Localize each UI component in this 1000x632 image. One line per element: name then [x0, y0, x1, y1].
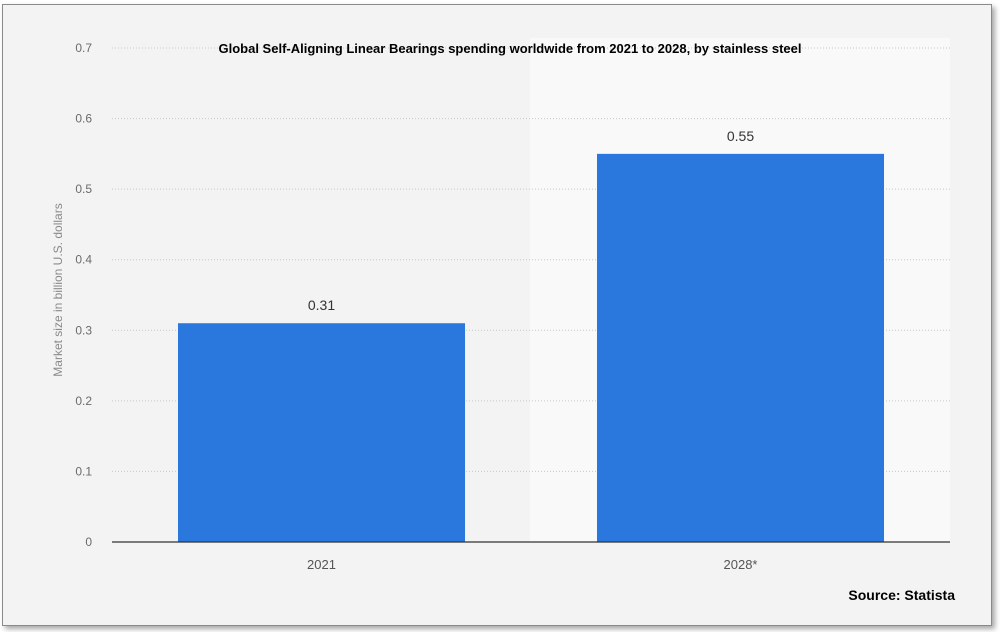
data-label: 0.31	[308, 297, 335, 313]
y-axis-title: Market size in billion U.S. dollars	[51, 203, 65, 376]
x-category-label: 2021	[307, 557, 336, 572]
y-tick-label: 0	[85, 535, 92, 549]
bar-2021	[177, 323, 466, 542]
y-tick-label: 0.2	[75, 394, 92, 408]
source-label: Source: Statista	[848, 587, 955, 603]
y-tick-label: 0.1	[75, 464, 92, 478]
chart-title: Global Self-Aligning Linear Bearings spe…	[219, 41, 802, 56]
data-labels: 0.31 0.55	[308, 128, 754, 313]
y-tick-label: 0.5	[75, 182, 92, 196]
y-tick-label: 0.6	[75, 112, 92, 126]
y-axis-ticks: 0 0.1 0.2 0.3 0.4 0.5 0.6 0.7	[75, 41, 92, 549]
x-category-label: 2028*	[724, 557, 758, 572]
x-axis-categories: 2021 2028*	[307, 557, 757, 572]
y-tick-label: 0.4	[75, 253, 92, 267]
y-tick-label: 0.7	[75, 41, 92, 55]
bars	[177, 153, 885, 542]
bar-2028	[596, 153, 885, 542]
data-label: 0.55	[727, 128, 754, 144]
y-tick-label: 0.3	[75, 323, 92, 337]
